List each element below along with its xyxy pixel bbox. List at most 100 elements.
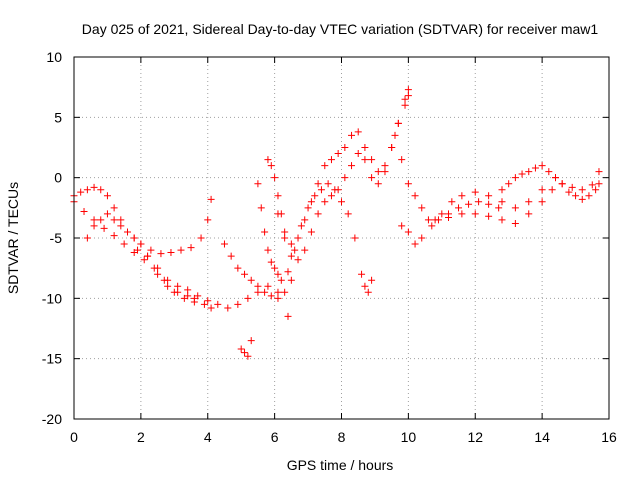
data-point (261, 288, 269, 296)
data-point (274, 192, 282, 200)
grid-lines (74, 57, 609, 419)
data-point (124, 228, 131, 236)
data-point (281, 234, 289, 242)
data-point (368, 156, 376, 164)
series-track-m (498, 162, 603, 203)
data-point (455, 204, 463, 212)
data-point (274, 294, 282, 302)
data-point (287, 276, 295, 284)
data-point (301, 216, 309, 224)
x-tick-label: 6 (271, 429, 279, 445)
data-point (154, 270, 162, 278)
data-point (398, 222, 406, 230)
data-point (368, 276, 376, 284)
y-tick-label: -5 (50, 230, 63, 246)
series-track-b (70, 183, 215, 258)
data-point (361, 144, 369, 151)
x-tick-label: 8 (338, 429, 346, 445)
data-point (411, 192, 419, 200)
data-point (548, 186, 556, 194)
data-point (267, 292, 275, 300)
data-point (341, 144, 349, 151)
data-point (381, 168, 389, 176)
data-point (578, 186, 586, 194)
series-track-h (264, 86, 412, 248)
data-point (267, 258, 275, 266)
data-point (511, 220, 519, 228)
y-tick-label: -15 (42, 351, 62, 367)
series-track-a (70, 198, 215, 312)
data-point (354, 128, 362, 136)
data-point (418, 234, 426, 242)
data-point (428, 222, 436, 230)
data-point (361, 282, 369, 290)
data-point (110, 204, 118, 212)
x-tick-label: 0 (70, 429, 78, 445)
data-point (391, 131, 399, 139)
series-track-e (220, 240, 295, 302)
data-point (237, 345, 245, 353)
data-point (83, 234, 91, 242)
data-point (110, 216, 118, 224)
data-point (271, 174, 279, 182)
data-point (254, 288, 262, 296)
data-point (117, 216, 125, 224)
data-point (174, 288, 182, 296)
data-point (284, 312, 292, 320)
x-tick-label: 12 (467, 429, 483, 445)
x-axis-label: GPS time / hours (287, 457, 394, 473)
data-point (274, 288, 282, 296)
data-point (374, 180, 382, 188)
data-point (538, 186, 546, 194)
data-point (311, 192, 319, 200)
data-point (177, 246, 185, 254)
data-point (214, 300, 222, 308)
data-point (348, 162, 356, 170)
data-point (97, 216, 105, 224)
data-point (552, 174, 559, 182)
data-point (274, 270, 282, 278)
data-point (368, 174, 376, 182)
data-point (301, 246, 309, 254)
data-point (167, 248, 175, 256)
data-point (254, 282, 262, 290)
data-point (83, 186, 91, 194)
data-point (485, 200, 493, 208)
data-point (80, 207, 88, 215)
data-point (418, 204, 426, 212)
data-point (281, 228, 289, 236)
data-point (90, 222, 98, 230)
data-point (244, 294, 252, 302)
data-point (204, 216, 212, 224)
data-points (70, 86, 603, 360)
data-point (317, 186, 325, 194)
data-point (558, 180, 566, 188)
x-tick-label: 14 (534, 429, 550, 445)
data-point (130, 234, 138, 242)
chart-title: Day 025 of 2021, Sidereal Day-to-day VTE… (82, 21, 599, 37)
data-point (592, 186, 600, 194)
data-point (485, 212, 493, 220)
data-point (404, 86, 412, 94)
y-tick-label: -10 (42, 290, 62, 306)
series-track-d (134, 246, 292, 320)
data-point (154, 264, 162, 272)
data-point (364, 288, 372, 296)
data-point (344, 210, 352, 218)
data-point (134, 246, 142, 254)
data-point (438, 210, 446, 218)
data-point (77, 188, 85, 196)
data-point (404, 228, 412, 236)
data-point (294, 256, 302, 264)
data-point (578, 195, 586, 203)
data-point (264, 156, 272, 164)
data-point (103, 192, 111, 200)
data-point (465, 200, 473, 208)
x-tick-label: 10 (401, 429, 417, 445)
series-track-g (254, 180, 376, 296)
data-point (568, 183, 576, 191)
data-point (241, 349, 249, 357)
data-point (120, 240, 128, 248)
y-tick-label: 0 (54, 170, 62, 186)
